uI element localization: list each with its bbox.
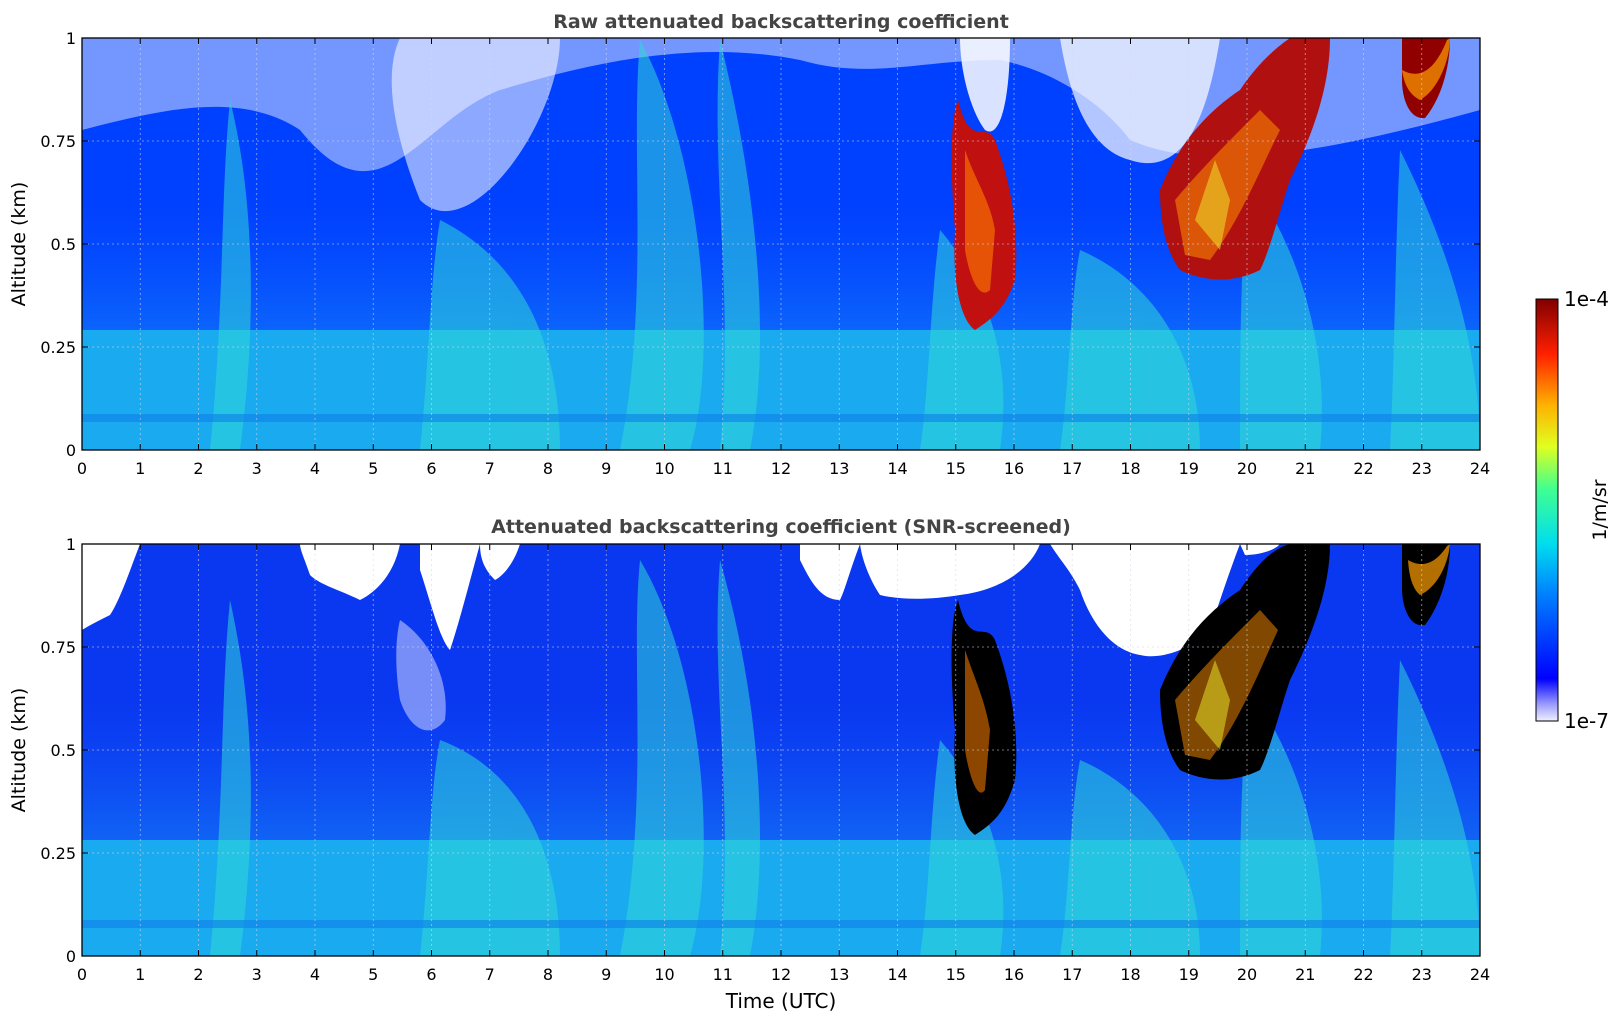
x-tick-label: 12 <box>771 459 791 478</box>
colorbar-unit-label: 1/m/sr <box>1589 479 1611 540</box>
y-axis-label-screened: Altitude (km) <box>8 688 30 813</box>
panel-screened-title: Attenuated backscattering coefficient (S… <box>491 516 1071 538</box>
x-tick-label: 2 <box>193 459 203 478</box>
x-axis-label: Time (UTC) <box>725 989 837 1013</box>
heatmap-screened-masked-sky <box>82 544 1280 657</box>
y-tick-label: 0.75 <box>40 132 76 151</box>
x-tick-label: 2 <box>193 965 203 984</box>
heatmap-screened-aerosol-plumes <box>210 560 1480 956</box>
colorbar-max-label: 1e-4 <box>1564 287 1609 311</box>
x-tick-label: 19 <box>1179 965 1199 984</box>
x-tick-label: 4 <box>310 965 320 984</box>
x-tick-label: 13 <box>829 459 849 478</box>
x-tick-label: 1 <box>135 965 145 984</box>
x-tick-label: 3 <box>252 965 262 984</box>
x-tick-label: 8 <box>543 459 553 478</box>
y-tick-label: 0.25 <box>40 844 76 863</box>
x-axis-raw: 0 1 2 3 4 5 6 7 8 9 10 11 12 13 14 15 16 17 18 19 20 21 22 23 24 <box>77 38 1490 478</box>
x-tick-label: 18 <box>1120 459 1140 478</box>
x-tick-label: 22 <box>1353 459 1373 478</box>
x-tick-label: 6 <box>426 459 436 478</box>
panel-raw: Raw attenuated backscattering coefficien… <box>8 11 1490 478</box>
y-tick-label: 0.25 <box>40 338 76 357</box>
x-tick-label: 22 <box>1353 965 1373 984</box>
x-tick-label: 16 <box>1004 459 1024 478</box>
x-tick-label: 24 <box>1470 459 1490 478</box>
x-tick-label: 10 <box>654 965 674 984</box>
x-tick-label: 19 <box>1179 459 1199 478</box>
x-tick-label: 14 <box>887 459 907 478</box>
x-tick-label: 14 <box>887 965 907 984</box>
y-tick-label: 0 <box>66 947 76 966</box>
x-tick-label: 9 <box>601 965 611 984</box>
panel-raw-title: Raw attenuated backscattering coefficien… <box>553 11 1009 33</box>
heatmap-raw-clouds <box>951 38 1450 330</box>
colorbar: 1e-4 1e-7 1/m/sr <box>1535 287 1611 733</box>
y-tick-label: 0.5 <box>51 741 76 760</box>
x-tick-label: 9 <box>601 459 611 478</box>
x-tick-label: 5 <box>368 459 378 478</box>
y-tick-label: 0.75 <box>40 638 76 657</box>
x-tick-label: 8 <box>543 965 553 984</box>
x-tick-label: 7 <box>485 965 495 984</box>
x-tick-label: 12 <box>771 965 791 984</box>
x-tick-label: 11 <box>713 965 733 984</box>
grid-raw <box>82 38 1480 450</box>
x-tick-label: 0 <box>77 459 87 478</box>
x-tick-label: 7 <box>485 459 495 478</box>
x-tick-label: 17 <box>1062 459 1082 478</box>
x-tick-label: 6 <box>426 965 436 984</box>
x-tick-label: 20 <box>1237 459 1257 478</box>
y-axis-label-raw: Altitude (km) <box>8 182 30 307</box>
y-tick-label: 1 <box>66 29 76 48</box>
panel-screened: Attenuated backscattering coefficient (S… <box>8 516 1490 1013</box>
x-tick-label: 15 <box>946 459 966 478</box>
x-tick-label: 18 <box>1120 965 1140 984</box>
grid-screened <box>82 544 1480 956</box>
x-tick-label: 21 <box>1295 459 1315 478</box>
x-tick-label: 15 <box>946 965 966 984</box>
x-tick-label: 20 <box>1237 965 1257 984</box>
x-tick-label: 23 <box>1412 965 1432 984</box>
x-tick-label: 0 <box>77 965 87 984</box>
x-axis-screened: 0 1 2 3 4 5 6 7 8 9 10 11 12 13 14 15 16 17 18 19 20 21 22 23 24 <box>77 544 1490 984</box>
x-tick-label: 16 <box>1004 965 1024 984</box>
x-tick-label: 23 <box>1412 459 1432 478</box>
colorbar-gradient <box>1535 298 1559 722</box>
x-tick-label: 1 <box>135 459 145 478</box>
x-tick-label: 4 <box>310 459 320 478</box>
x-tick-label: 17 <box>1062 965 1082 984</box>
colorbar-min-label: 1e-7 <box>1564 709 1609 733</box>
y-tick-label: 1 <box>66 535 76 554</box>
x-tick-label: 5 <box>368 965 378 984</box>
x-tick-label: 11 <box>713 459 733 478</box>
x-tick-label: 3 <box>252 459 262 478</box>
x-tick-label: 21 <box>1295 965 1315 984</box>
heatmap-screened-clouds <box>951 544 1450 835</box>
x-tick-label: 24 <box>1470 965 1490 984</box>
y-axis-raw: 0 0.25 0.5 0.75 1 <box>40 29 1480 460</box>
y-tick-label: 0.5 <box>51 235 76 254</box>
heatmap-raw-noise-clear-sky <box>82 38 1480 212</box>
y-tick-label: 0 <box>66 441 76 460</box>
y-axis-screened: 0 0.25 0.5 0.75 1 <box>40 535 1480 966</box>
x-tick-label: 10 <box>654 459 674 478</box>
x-tick-label: 13 <box>829 965 849 984</box>
heatmap-screened-dust-speckle <box>396 620 446 731</box>
